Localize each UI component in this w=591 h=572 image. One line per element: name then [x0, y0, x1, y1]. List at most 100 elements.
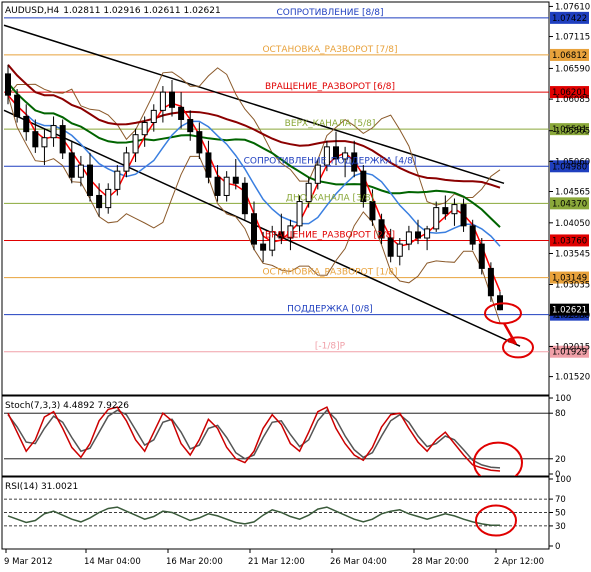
channel-upper-line	[3, 24, 505, 185]
candle-body	[323, 146, 330, 166]
stochastic-signal-line	[7, 409, 501, 469]
candle-body	[314, 164, 321, 184]
candles	[5, 64, 503, 311]
candle-body	[424, 228, 431, 239]
murrey-price-tag	[550, 345, 589, 358]
candle-body	[269, 231, 276, 251]
candle-body	[378, 219, 385, 239]
murrey-label: СОПРОТИВЛЕНИЕ [8/8]	[276, 8, 383, 18]
candle-body	[5, 73, 11, 96]
murrey-price-tag	[550, 197, 589, 210]
murrey-price-tag	[550, 123, 589, 136]
candle-body	[223, 176, 230, 196]
price-tick-label: 1.06590	[555, 64, 590, 74]
channel-lower-line	[3, 109, 521, 347]
murrey-label: [-1/8]P	[315, 342, 346, 352]
rsi-tick-label: 50	[555, 509, 566, 519]
candle-body	[232, 176, 239, 184]
price-tick-label: 1.03545	[555, 250, 590, 260]
arrow-head	[508, 336, 516, 345]
price-tick-label: 1.01520	[555, 373, 590, 383]
rsi-panel: RSI(14) 31.0021 100 70 50 30 0	[1, 475, 571, 552]
rsi-header: RSI(14) 31.0021	[5, 482, 78, 492]
candle-body	[396, 243, 403, 257]
candle-body	[405, 231, 412, 245]
murrey-label: ОСТАНОВКА_РАЗВОРОТ [1/8]	[262, 268, 397, 278]
ma-maroon	[7, 64, 501, 189]
candle-body	[141, 122, 148, 136]
candle-body	[415, 231, 421, 239]
murrey-label: СОПРОТИВЛЕНИЕ_ПОДДЕРЖКА [4/8]	[244, 156, 417, 166]
price-header: AUDUSD,H4 1.02811 1.02916 1.02611 1.02621	[5, 6, 221, 16]
murrey-price-tag	[550, 86, 589, 99]
highlight-circle-rsi	[475, 504, 517, 537]
candle-body	[469, 225, 476, 245]
price-tick-label: 1.07610	[555, 2, 590, 12]
murrey-price-tag-text: 1.03760	[552, 236, 587, 246]
stochastic-axis: 100 80 20 0	[549, 394, 571, 480]
stochastic-header: Stoch(7,3,3) 4.4892 7.9226	[5, 401, 129, 411]
candle-body	[32, 131, 39, 148]
current-price-tag	[550, 303, 589, 316]
price-tick-label: 1.05060	[555, 157, 590, 167]
candle-body	[214, 176, 221, 196]
candle-body	[41, 137, 48, 148]
murrey-price-tag	[550, 160, 589, 173]
murrey-price-tag	[550, 271, 589, 284]
candle-body	[478, 243, 485, 269]
price-panel-frame	[1, 1, 550, 396]
candle-body	[96, 194, 103, 209]
murrey-label: ВРАЩЕНИЕ_РАЗВОРОТ [6/8]	[265, 82, 395, 92]
ma-green	[7, 82, 501, 228]
stochastic-tick-label: 100	[555, 394, 571, 404]
murrey-price-tag-text: 1.07422	[552, 14, 587, 24]
time-tick-label: 28 Mar 20:00	[412, 557, 469, 567]
murrey-label: ПОДДЕРЖКА [0/8]	[287, 305, 373, 315]
rsi-tick-label: 30	[555, 522, 566, 532]
candle-body	[296, 201, 303, 227]
candle-body	[23, 115, 30, 133]
murrey-price-tag-text: 1.01929	[552, 348, 587, 358]
stochastic-main-line	[7, 406, 501, 472]
murrey-label: ВРАЩЕНИЕ_РАЗВОРОТ [2/8]	[265, 230, 395, 240]
candle-body	[251, 213, 257, 245]
price-tick-label: 1.06085	[555, 95, 590, 105]
candle-body	[105, 188, 112, 209]
highlight-circle-target	[502, 336, 534, 359]
murrey-label: ДНО_КАНАЛА [3/8]	[286, 193, 374, 203]
candle-body	[50, 125, 57, 139]
candle-body	[369, 201, 376, 221]
murrey-price-tag	[550, 11, 589, 24]
rsi-axis: 100 70 50 30 0	[549, 475, 571, 552]
candle-body	[351, 152, 358, 172]
candle-body	[460, 204, 467, 227]
stochastic-plot	[4, 406, 549, 476]
stochastic-tick-label: 80	[555, 409, 566, 419]
time-tick-label: 14 Mar 04:00	[84, 557, 141, 567]
murrey-price-tag-text: 1.03149	[552, 274, 587, 284]
annotations	[484, 302, 534, 359]
candle-body	[442, 207, 449, 215]
price-axis: 1.07422 1.06812 1.06201 1.05591 1.04980 1.043…	[549, 2, 590, 383]
price-tick-label: 1.03035	[555, 281, 590, 291]
price-tick-label: 1.04050	[555, 219, 590, 229]
candle-body	[169, 91, 175, 108]
candle-body	[433, 207, 440, 230]
rsi-tick-label: 0	[555, 542, 560, 552]
highlight-circle-price	[484, 302, 522, 325]
time-tick-label: 21 Mar 12:00	[248, 557, 305, 567]
candle-body	[87, 164, 93, 196]
candle-body	[287, 225, 294, 239]
candle-body	[305, 182, 312, 203]
rsi-plot	[4, 498, 549, 537]
stochastic-panel: Stoch(7,3,3) 4.4892 7.9226 100 80 20 0	[1, 394, 571, 480]
price-tick-label: 1.02015	[555, 343, 590, 353]
murrey-price-tag-text: 1.05591	[552, 125, 587, 135]
candle-body	[77, 164, 84, 178]
time-tick-label: 2 Apr 12:00	[494, 557, 544, 567]
rsi-tick-label: 100	[555, 475, 571, 485]
trend-channel	[3, 24, 521, 347]
candle-body	[178, 106, 185, 120]
candle-body	[123, 152, 130, 172]
stochastic-tick-label: 0	[555, 470, 560, 480]
